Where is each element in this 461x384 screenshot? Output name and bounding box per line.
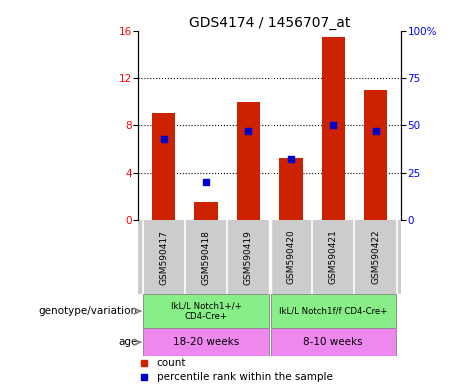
- Bar: [237, 102, 260, 220]
- Bar: [143, 328, 269, 356]
- Point: [245, 128, 252, 134]
- Bar: [364, 90, 387, 220]
- Text: IkL/L Notch1+/+
CD4-Cre+: IkL/L Notch1+/+ CD4-Cre+: [171, 301, 242, 321]
- Point: [202, 179, 210, 185]
- Text: GSM590418: GSM590418: [201, 230, 211, 285]
- Text: GSM590420: GSM590420: [286, 230, 296, 285]
- Bar: [271, 328, 396, 356]
- Bar: [195, 202, 218, 220]
- Text: IkL/L Notch1f/f CD4-Cre+: IkL/L Notch1f/f CD4-Cre+: [279, 307, 388, 316]
- Text: GSM590417: GSM590417: [159, 230, 168, 285]
- Text: age: age: [118, 337, 137, 347]
- Text: 18-20 weeks: 18-20 weeks: [173, 337, 239, 347]
- Text: genotype/variation: genotype/variation: [38, 306, 137, 316]
- Title: GDS4174 / 1456707_at: GDS4174 / 1456707_at: [189, 16, 350, 30]
- Text: GSM590421: GSM590421: [329, 230, 338, 285]
- Bar: [152, 114, 175, 220]
- Point: [287, 156, 295, 162]
- Text: count: count: [157, 358, 186, 368]
- Bar: [322, 36, 345, 220]
- Point: [140, 360, 147, 366]
- Point: [160, 136, 167, 142]
- Text: 8-10 weeks: 8-10 weeks: [303, 337, 363, 347]
- Text: GSM590422: GSM590422: [371, 230, 380, 285]
- Text: percentile rank within the sample: percentile rank within the sample: [157, 372, 332, 382]
- Point: [372, 128, 379, 134]
- Point: [330, 122, 337, 128]
- Text: GSM590419: GSM590419: [244, 230, 253, 285]
- Bar: [271, 294, 396, 328]
- Point: [140, 374, 147, 380]
- Bar: [279, 159, 302, 220]
- Bar: [143, 294, 269, 328]
